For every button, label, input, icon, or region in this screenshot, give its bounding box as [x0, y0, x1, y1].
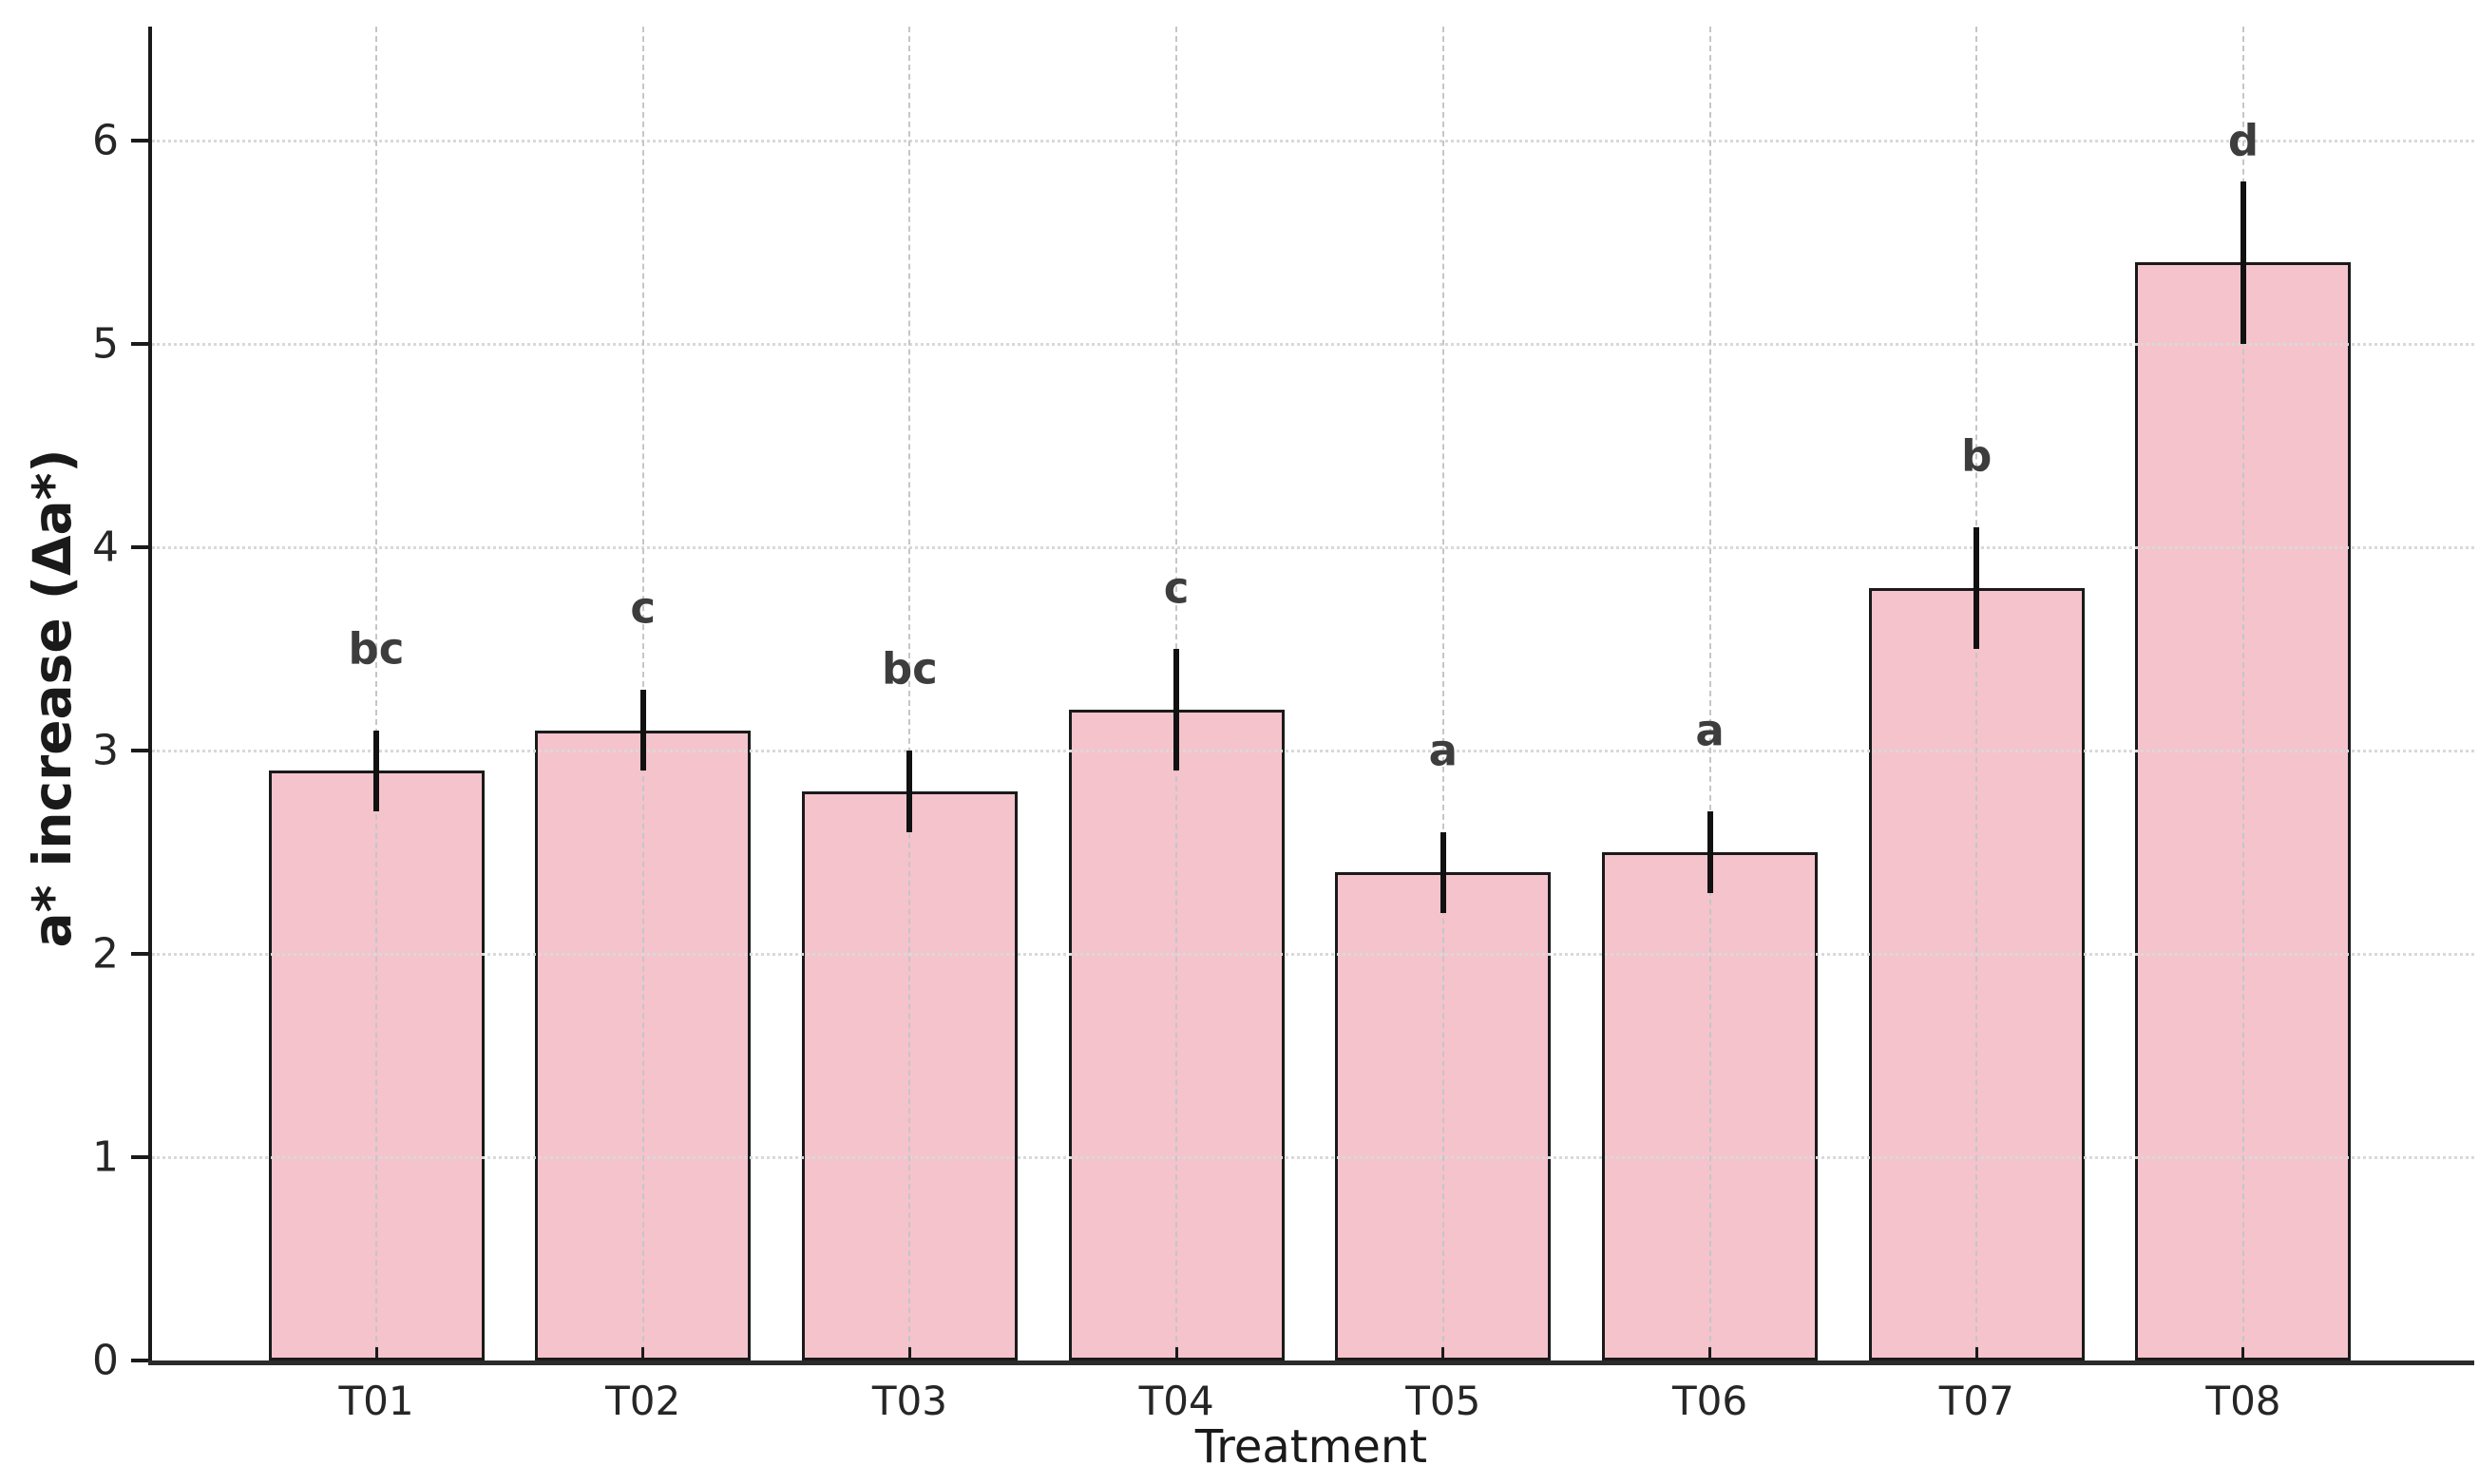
- gridline-v-T06: [1708, 27, 1711, 1360]
- error-bar-T07: [1974, 526, 1980, 649]
- y-tick-1: [131, 1155, 148, 1159]
- significance-letter-T01: bc: [348, 623, 405, 675]
- y-tick-label-5: 5: [92, 319, 119, 369]
- gridline-h-6: [152, 140, 2474, 143]
- gridline-h-2: [152, 953, 2474, 956]
- x-tick-T06: [1708, 1347, 1712, 1360]
- significance-letter-T07: b: [1961, 430, 1993, 482]
- significance-letter-T03: bc: [881, 643, 938, 694]
- significance-letter-T05: a: [1428, 725, 1459, 776]
- error-bar-T05: [1440, 831, 1446, 914]
- error-bar-T08: [2240, 181, 2246, 344]
- error-bar-T04: [1173, 649, 1180, 771]
- y-tick-2: [131, 952, 148, 956]
- x-tick-label-T04: T04: [1138, 1378, 1214, 1424]
- y-axis-spine: [148, 27, 152, 1364]
- x-tick-T08: [2241, 1347, 2245, 1360]
- gridline-v-T01: [375, 27, 377, 1360]
- y-tick-label-2: 2: [92, 929, 119, 979]
- x-tick-T01: [374, 1347, 378, 1360]
- x-tick-label-T08: T08: [2205, 1378, 2281, 1424]
- y-tick-label-4: 4: [92, 523, 119, 572]
- error-bar-T02: [639, 689, 646, 771]
- gridline-v-T08: [2241, 27, 2244, 1360]
- x-tick-T07: [1974, 1347, 1978, 1360]
- y-tick-5: [131, 342, 148, 346]
- x-tick-label-T02: T02: [605, 1378, 681, 1424]
- y-tick-3: [131, 749, 148, 752]
- y-tick-6: [131, 139, 148, 143]
- error-bar-T01: [373, 730, 379, 812]
- gridline-h-4: [152, 546, 2474, 549]
- x-tick-label-T07: T07: [1938, 1378, 2014, 1424]
- y-tick-label-0: 0: [92, 1336, 119, 1385]
- x-tick-label-T01: T01: [338, 1378, 414, 1424]
- gridline-h-5: [152, 343, 2474, 346]
- significance-letter-T02: c: [630, 582, 657, 634]
- y-tick-label-3: 3: [92, 726, 119, 775]
- y-tick-label-6: 6: [92, 116, 119, 165]
- gridline-v-T07: [1975, 27, 1978, 1360]
- y-tick-4: [131, 545, 148, 549]
- y-axis-title: a* increase (Δa*): [22, 448, 83, 948]
- error-bar-T06: [1707, 811, 1713, 893]
- x-tick-T04: [1174, 1347, 1178, 1360]
- error-bar-T03: [906, 751, 913, 832]
- significance-letter-T04: c: [1163, 562, 1190, 614]
- x-axis-spine: [148, 1360, 2474, 1365]
- gridline-v-T03: [908, 27, 911, 1360]
- x-tick-T02: [641, 1347, 645, 1360]
- x-tick-label-T05: T05: [1405, 1378, 1481, 1424]
- x-tick-T03: [907, 1347, 911, 1360]
- x-tick-label-T03: T03: [871, 1378, 947, 1424]
- y-tick-0: [131, 1359, 148, 1362]
- x-tick-label-T06: T06: [1671, 1378, 1748, 1424]
- x-axis-title: Treatment: [1194, 1420, 1428, 1474]
- gridline-v-T05: [1441, 27, 1444, 1360]
- gridline-h-3: [152, 750, 2474, 752]
- gridline-h-1: [152, 1156, 2474, 1159]
- significance-letter-T06: a: [1695, 705, 1725, 756]
- y-tick-label-1: 1: [92, 1132, 119, 1182]
- significance-letter-T08: d: [2227, 115, 2260, 166]
- x-tick-T05: [1441, 1347, 1445, 1360]
